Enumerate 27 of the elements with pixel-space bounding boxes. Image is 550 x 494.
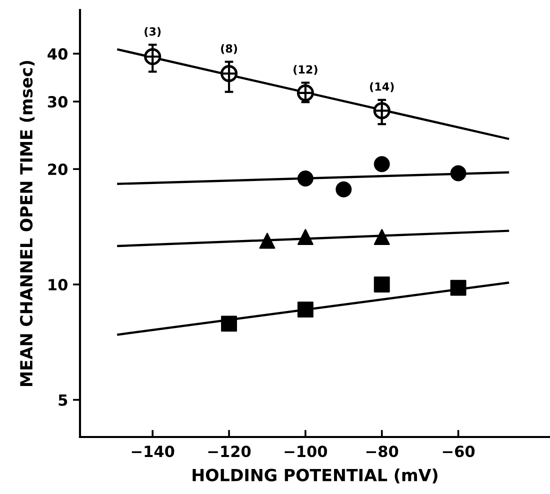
y-tick-label: 40 (48, 48, 68, 60)
y-tick-label: 5 (58, 394, 68, 406)
point (374, 276, 390, 292)
y-tick-label: 20 (48, 164, 68, 176)
x-tick-label: −100 (284, 446, 328, 458)
point (450, 165, 466, 182)
point (374, 156, 390, 172)
point (297, 229, 314, 245)
y-axis-title: MEAN CHANNEL OPEN TIME (msec) (20, 60, 35, 386)
x-tick-label: −120 (208, 446, 251, 458)
annotation: (12) (294, 65, 318, 75)
annotation: (14) (370, 82, 394, 92)
point (259, 232, 276, 249)
x-tick-label: −140 (132, 446, 174, 458)
point (336, 181, 352, 198)
y-tick-label: 10 (48, 278, 68, 290)
point (297, 302, 314, 318)
x-axis-title: HOLDING POTENTIAL (mV) (192, 468, 438, 484)
y-tick-label: 30 (48, 96, 68, 108)
annotation: (8) (221, 44, 238, 54)
point (450, 280, 466, 296)
x-tick-label: −60 (442, 446, 475, 458)
x-tick-label: −80 (366, 446, 398, 458)
point (374, 229, 390, 245)
point (221, 316, 238, 332)
point (297, 170, 314, 186)
annotation: (3) (144, 27, 161, 37)
